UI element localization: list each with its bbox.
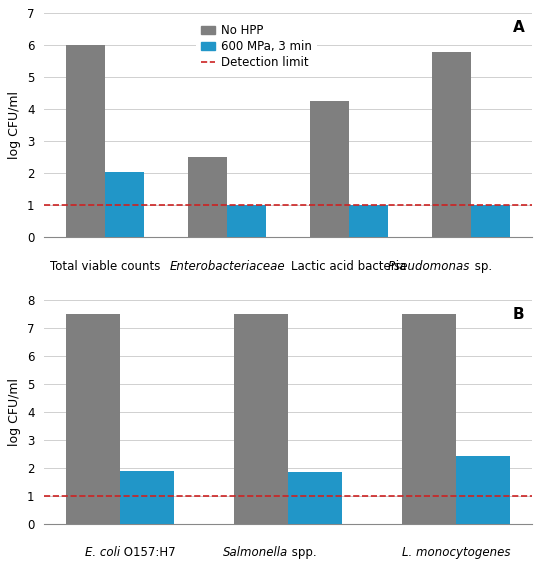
Text: L. monocytogenes: L. monocytogenes bbox=[402, 546, 510, 559]
Bar bbox=[227, 205, 266, 237]
Text: Pseudomonas: Pseudomonas bbox=[388, 259, 470, 273]
Y-axis label: log CFU/ml: log CFU/ml bbox=[8, 92, 22, 159]
Bar bbox=[288, 472, 342, 524]
Text: B: B bbox=[512, 307, 524, 321]
Text: Enterobacteriaceae: Enterobacteriaceae bbox=[169, 259, 285, 273]
Bar bbox=[188, 157, 227, 237]
Text: O157:H7: O157:H7 bbox=[120, 546, 176, 559]
Legend: No HPP, 600 MPa, 3 min, Detection limit: No HPP, 600 MPa, 3 min, Detection limit bbox=[196, 19, 316, 73]
Bar bbox=[66, 314, 120, 524]
Bar bbox=[402, 314, 456, 524]
Bar bbox=[120, 471, 174, 524]
Bar bbox=[234, 314, 288, 524]
Bar bbox=[456, 456, 510, 524]
Text: Salmonella: Salmonella bbox=[222, 546, 288, 559]
Bar bbox=[349, 205, 388, 237]
Bar bbox=[105, 172, 144, 237]
Bar bbox=[310, 101, 349, 237]
Bar bbox=[66, 45, 105, 237]
Text: Total viable counts: Total viable counts bbox=[50, 259, 160, 273]
Text: A: A bbox=[512, 20, 524, 35]
Text: sp.: sp. bbox=[470, 259, 491, 273]
Text: E. coli: E. coli bbox=[85, 546, 120, 559]
Y-axis label: log CFU/ml: log CFU/ml bbox=[8, 378, 22, 446]
Text: Lactic acid bacteria: Lactic acid bacteria bbox=[291, 259, 407, 273]
Bar bbox=[470, 205, 510, 237]
Bar bbox=[431, 52, 470, 237]
Text: spp.: spp. bbox=[288, 546, 316, 559]
